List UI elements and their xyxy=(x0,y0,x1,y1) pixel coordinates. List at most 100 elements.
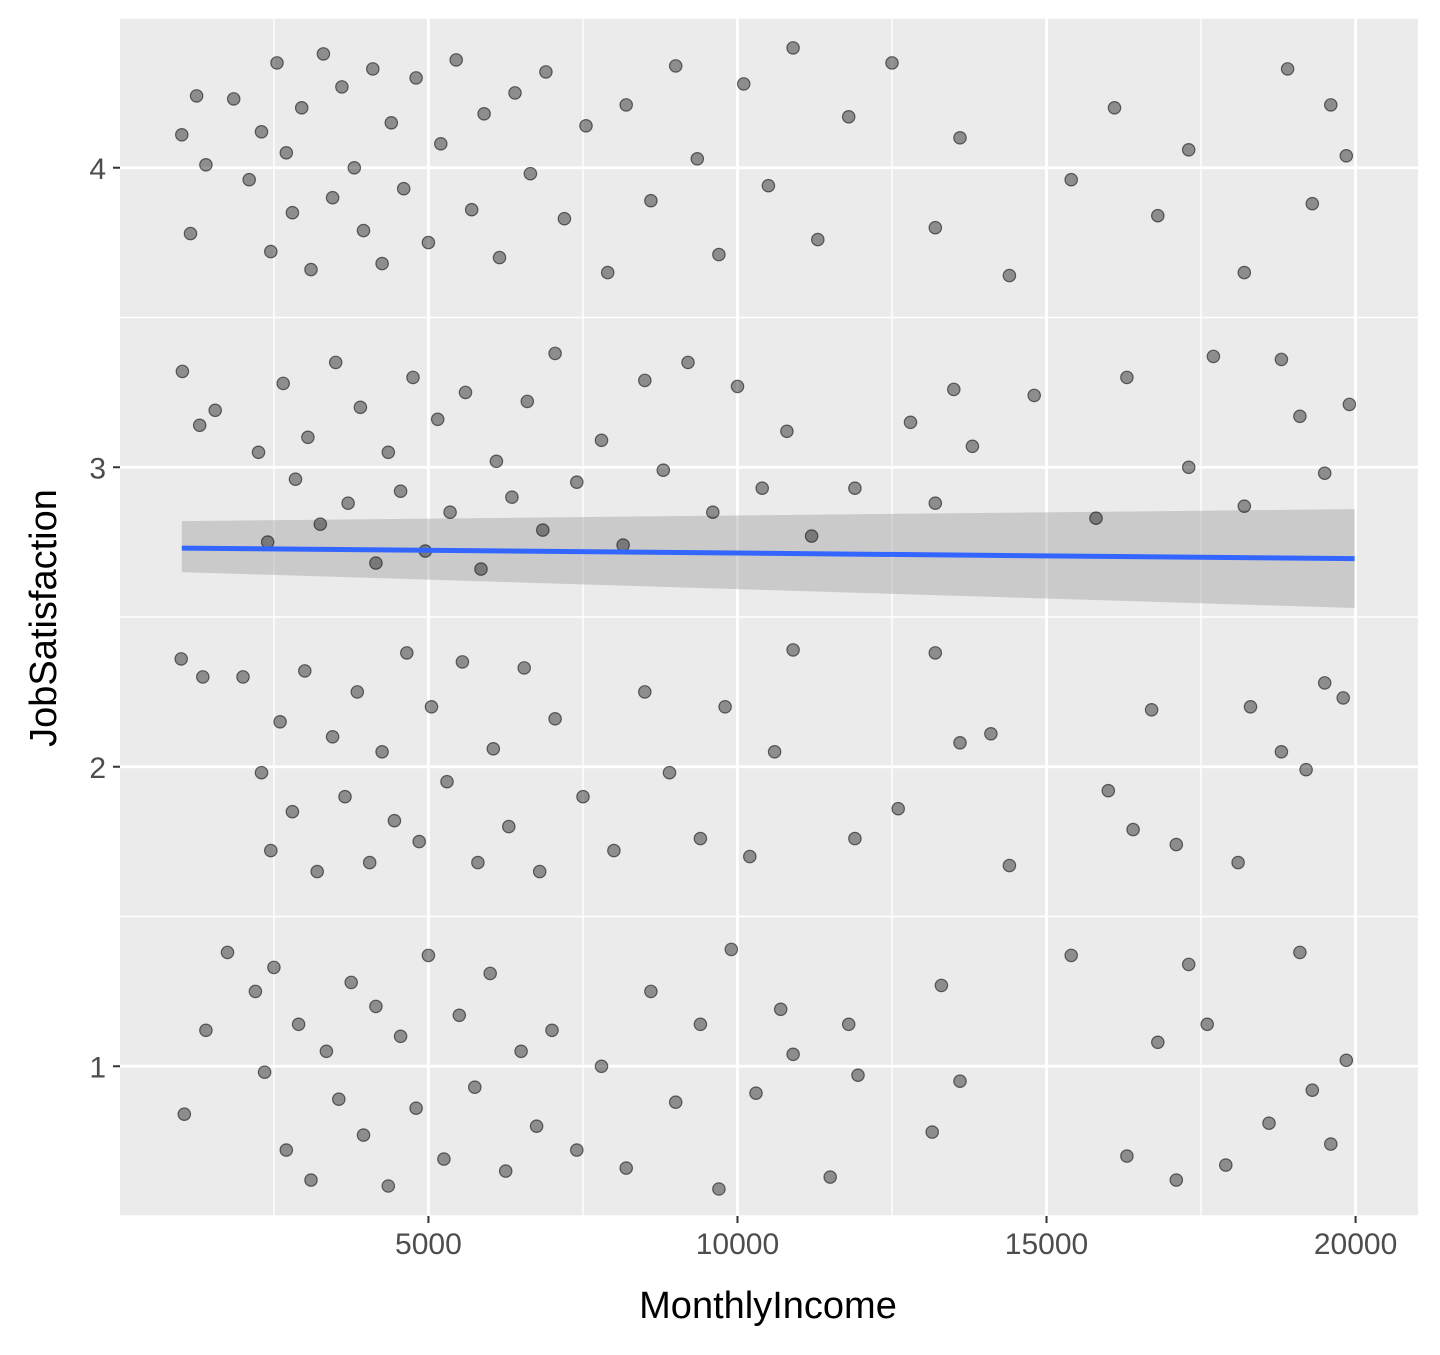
scatter-point xyxy=(294,101,309,115)
scatter-point xyxy=(712,247,726,262)
scatter-point xyxy=(535,523,550,537)
x-tick-label: 15000 xyxy=(1005,1228,1088,1261)
scatter-point xyxy=(841,110,856,124)
scatter-point xyxy=(1280,62,1295,76)
scatter-point xyxy=(449,53,463,67)
scatter-point xyxy=(523,166,538,181)
scatter-point xyxy=(341,496,355,510)
scatter-point xyxy=(851,1068,865,1082)
scatter-point xyxy=(325,729,340,744)
scatter-point xyxy=(424,699,439,714)
confidence-ribbon xyxy=(181,509,1355,609)
scatter-point xyxy=(1219,1158,1233,1172)
scatter-point xyxy=(594,1059,609,1074)
scatter-point xyxy=(254,125,269,139)
scatter-point xyxy=(301,430,315,445)
scatter-point xyxy=(440,774,454,789)
scatter-point xyxy=(248,984,263,999)
y-tick-label: 4 xyxy=(89,153,106,186)
scatter-point xyxy=(810,232,825,247)
scatter-point xyxy=(1339,1053,1354,1068)
scatter-point xyxy=(767,744,782,759)
scatter-point xyxy=(393,1029,408,1044)
scatter-point xyxy=(1237,499,1252,513)
scatter-point xyxy=(569,475,584,489)
scatter-point xyxy=(399,646,414,660)
scatter-point xyxy=(174,652,188,666)
scatter-point xyxy=(501,819,516,834)
scatter-point xyxy=(690,152,705,166)
scatter-point xyxy=(365,62,380,76)
scatter-point xyxy=(644,984,658,999)
scatter-point xyxy=(1317,676,1332,690)
scatter-point xyxy=(430,412,445,427)
scatter-point xyxy=(285,205,300,220)
scatter-point xyxy=(1120,1149,1134,1163)
scatter-point xyxy=(1064,172,1078,187)
scatter-point xyxy=(1002,268,1017,283)
scatter-point xyxy=(736,77,751,91)
scatter-point xyxy=(761,178,776,193)
scatter-point xyxy=(421,235,436,250)
scatter-point xyxy=(344,975,358,990)
scatter-point xyxy=(885,56,899,70)
scatter-point xyxy=(467,1080,482,1094)
confidence-ribbon-layer xyxy=(181,509,1355,609)
scatter-point xyxy=(409,71,423,85)
scatter-point xyxy=(276,376,290,391)
scatter-point xyxy=(381,1179,396,1193)
scatter-point xyxy=(773,1002,788,1017)
x-axis: 5000 10000 15000 20000 xyxy=(395,1216,1397,1261)
y-tick-label: 3 xyxy=(89,452,106,485)
scatter-point xyxy=(1237,265,1252,280)
scatter-point xyxy=(644,193,658,208)
scatter-point xyxy=(226,92,241,106)
scatter-point xyxy=(755,481,769,495)
scatter-point xyxy=(1027,388,1041,403)
scatter-point xyxy=(891,801,905,816)
scatter-point xyxy=(668,59,683,73)
scatter-point xyxy=(474,562,488,576)
scatter-point xyxy=(331,1092,346,1106)
scatter-point xyxy=(313,517,328,531)
scatter-point xyxy=(712,1182,726,1196)
scatter-point xyxy=(196,670,210,684)
scatter-point xyxy=(557,211,572,226)
scatter-point xyxy=(1336,691,1350,705)
scatter-point xyxy=(492,250,507,265)
scatter-point xyxy=(1181,957,1196,972)
scatter-point xyxy=(369,999,383,1014)
points-layer xyxy=(174,41,1357,1196)
scatter-point xyxy=(189,89,204,103)
scatter-point xyxy=(1151,1035,1165,1050)
scatter-point xyxy=(925,1125,939,1139)
scatter-point xyxy=(384,116,399,130)
scatter-point xyxy=(356,1128,371,1142)
scatter-point xyxy=(257,1065,272,1079)
scatter-point xyxy=(1299,762,1313,777)
scatter-point xyxy=(1262,1116,1276,1130)
scatter-point xyxy=(433,137,448,151)
scatter-point xyxy=(409,1101,423,1115)
scatter-point xyxy=(443,505,457,519)
scatter-point xyxy=(406,370,420,385)
scatter-point xyxy=(471,855,485,870)
scatter-point xyxy=(375,744,389,759)
scatter-point xyxy=(369,556,383,570)
scatter-point xyxy=(304,262,318,277)
scatter-point xyxy=(841,1017,856,1032)
scatter-point xyxy=(347,161,362,175)
scatter-point xyxy=(464,202,479,217)
scatter-point xyxy=(335,80,349,94)
scatter-point xyxy=(177,1107,192,1121)
scatter-point xyxy=(412,834,426,849)
scatter-point xyxy=(455,655,470,669)
scatter-point xyxy=(1089,511,1103,525)
scatter-point xyxy=(396,181,411,196)
scatter-point xyxy=(297,664,312,678)
x-tick-label: 10000 xyxy=(696,1228,779,1261)
scatter-point xyxy=(508,86,522,100)
scatter-point xyxy=(786,643,800,657)
scatter-point xyxy=(199,158,213,172)
scatter-point xyxy=(548,346,562,361)
